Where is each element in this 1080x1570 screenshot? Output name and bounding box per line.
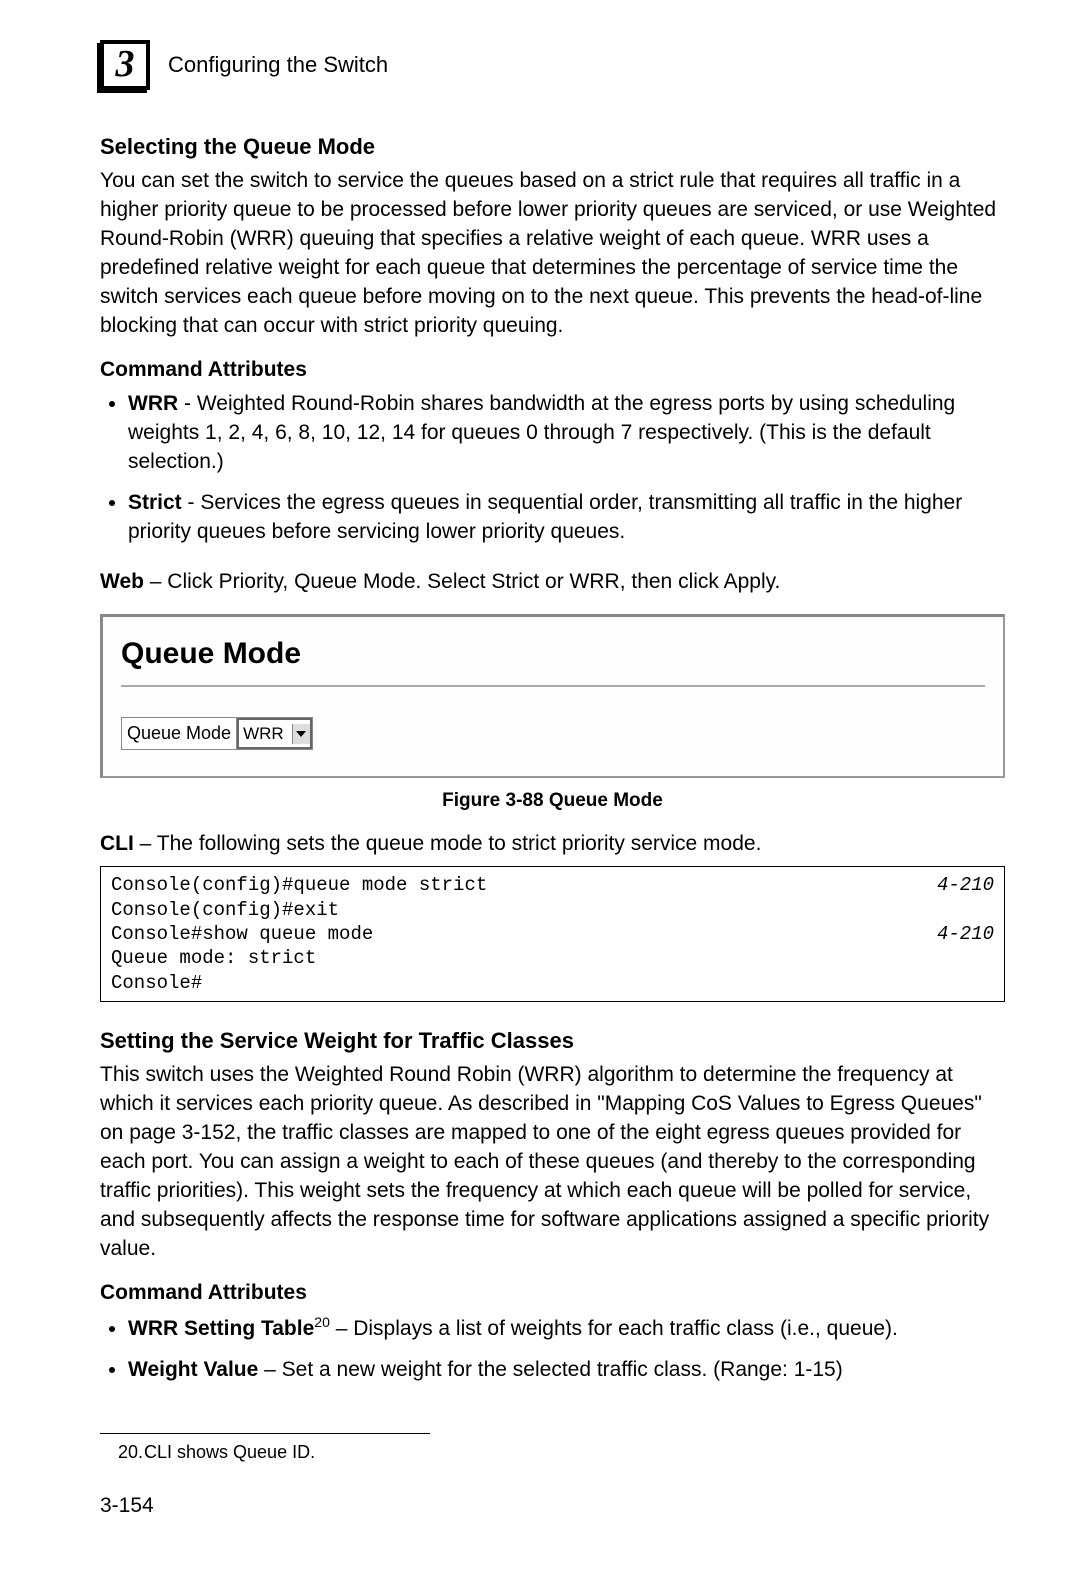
cli-label: CLI — [100, 832, 134, 855]
code-left: Queue mode: strict — [111, 946, 316, 970]
figure-caption: Figure 3-88 Queue Mode — [100, 788, 1005, 815]
section-heading-queue-mode: Selecting the Queue Mode — [100, 132, 1005, 163]
cli-instruction: CLI – The following sets the queue mode … — [100, 829, 1005, 858]
bullet-label: Weight Value — [128, 1358, 258, 1381]
web-text: – Click Priority, Queue Mode. Select Str… — [144, 570, 780, 593]
section-heading-service-weight: Setting the Service Weight for Traffic C… — [100, 1026, 1005, 1057]
queue-mode-dropdown[interactable]: WRR — [237, 718, 312, 749]
web-label: Web — [100, 570, 144, 593]
list-item: WRR Setting Table20 – Displays a list of… — [128, 1313, 1005, 1344]
code-row: Console# — [111, 971, 994, 995]
queue-mode-field-group: Queue Mode WRR — [121, 717, 313, 750]
code-left: Console# — [111, 971, 202, 995]
cli-text: – The following sets the queue mode to s… — [134, 832, 762, 855]
command-attributes-heading-1: Command Attributes — [100, 355, 1005, 384]
command-attributes-heading-2: Command Attributes — [100, 1278, 1005, 1307]
footnote-rule — [100, 1433, 430, 1434]
section1-body: You can set the switch to service the qu… — [100, 167, 1005, 341]
list-item: Strict - Services the egress queues in s… — [128, 489, 1005, 547]
code-left: Console#show queue mode — [111, 922, 373, 946]
figure-panel-title: Queue Mode — [121, 633, 985, 675]
page-header: 3 Configuring the Switch — [100, 40, 1005, 90]
figure-panel-queue-mode: Queue Mode Queue Mode WRR — [100, 614, 1005, 778]
code-left: Console(config)#exit — [111, 898, 339, 922]
code-row: Console(config)#exit — [111, 898, 994, 922]
command-attributes-list-1: WRR - Weighted Round-Robin shares bandwi… — [100, 390, 1005, 547]
code-row: Queue mode: strict — [111, 946, 994, 970]
dropdown-selected-value: WRR — [243, 722, 292, 746]
chapter-number-box: 3 — [100, 40, 150, 90]
header-title: Configuring the Switch — [168, 50, 388, 81]
page-number: 3-154 — [100, 1491, 1005, 1520]
cli-code-block: Console(config)#queue mode strict4-210Co… — [100, 866, 1005, 1002]
section2-body: This switch uses the Weighted Round Robi… — [100, 1061, 1005, 1264]
code-row: Console#show queue mode 4-210 — [111, 922, 994, 946]
footnote-text: CLI shows Queue ID. — [144, 1442, 315, 1462]
bullet-text: - Services the egress queues in sequenti… — [128, 491, 962, 543]
code-ref: 4-210 — [937, 922, 994, 946]
bullet-text: – Displays a list of weights for each tr… — [330, 1317, 898, 1340]
bullet-text: – Set a new weight for the selected traf… — [258, 1358, 842, 1381]
web-instruction: Web – Click Priority, Queue Mode. Select… — [100, 567, 1005, 596]
command-attributes-list-2: WRR Setting Table20 – Displays a list of… — [100, 1313, 1005, 1385]
footnote-ref: 20 — [314, 1314, 330, 1330]
bullet-label: Strict — [128, 491, 182, 514]
code-row: Console(config)#queue mode strict 4-210 — [111, 873, 994, 897]
bullet-label: WRR Setting Table — [128, 1317, 314, 1340]
list-item: Weight Value – Set a new weight for the … — [128, 1356, 1005, 1385]
footnote: 20.CLI shows Queue ID. — [100, 1440, 1005, 1465]
figure-divider — [121, 685, 985, 687]
bullet-text: - Weighted Round-Robin shares bandwidth … — [128, 392, 955, 473]
list-item: WRR - Weighted Round-Robin shares bandwi… — [128, 390, 1005, 477]
footnote-number: 20. — [118, 1440, 144, 1465]
code-ref: 4-210 — [937, 873, 994, 897]
code-left: Console(config)#queue mode strict — [111, 873, 487, 897]
bullet-label: WRR — [128, 392, 178, 415]
queue-mode-label: Queue Mode — [122, 718, 237, 749]
chevron-down-icon[interactable] — [292, 724, 310, 744]
